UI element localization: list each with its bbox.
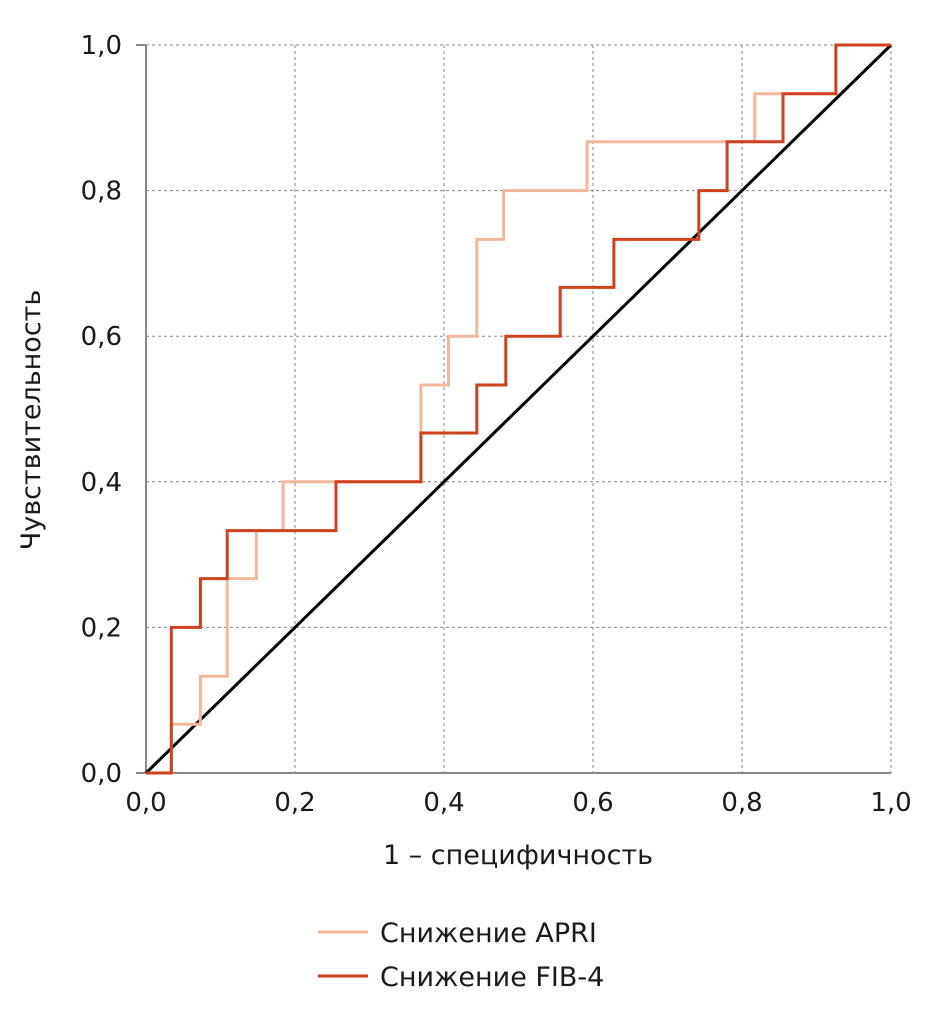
- series-line-fib4: [146, 43, 891, 775]
- y-tick-label: 0,8: [81, 177, 122, 207]
- y-tick-label: 0,2: [81, 613, 122, 643]
- y-tick-label: 0,0: [81, 759, 122, 789]
- tick-labels: 0,00,0 0,2 0,2 0,4 0,4 0,6 0,6 0,8 0,8 1,0 1,0: [81, 31, 912, 818]
- x-axis-label: 1 – специфичность: [383, 840, 653, 871]
- x-tick-label: 0,0: [125, 788, 166, 818]
- y-tick-label: 0,6: [81, 322, 122, 352]
- legend-label: Снижение FIB-4: [380, 962, 604, 993]
- legend-label: Снижение APRI: [380, 918, 597, 949]
- axes: [136, 44, 891, 774]
- y-tick-label: 0,4: [81, 468, 122, 498]
- y-tick-label: 1,0: [81, 31, 122, 61]
- reference-diagonal-line: [144, 43, 893, 775]
- x-tick-label: 1,0: [870, 788, 911, 818]
- x-tick-label: 0,2: [274, 788, 315, 818]
- series-group: [144, 43, 893, 775]
- x-tick-label: 0,8: [721, 788, 762, 818]
- legend: Снижение APRI Снижение FIB-4: [318, 918, 604, 993]
- y-axis-label: Чувствительность: [16, 290, 47, 551]
- x-tick-label: 0,6: [572, 788, 613, 818]
- x-tick-label: 0,4: [423, 788, 464, 818]
- grid: [146, 44, 892, 773]
